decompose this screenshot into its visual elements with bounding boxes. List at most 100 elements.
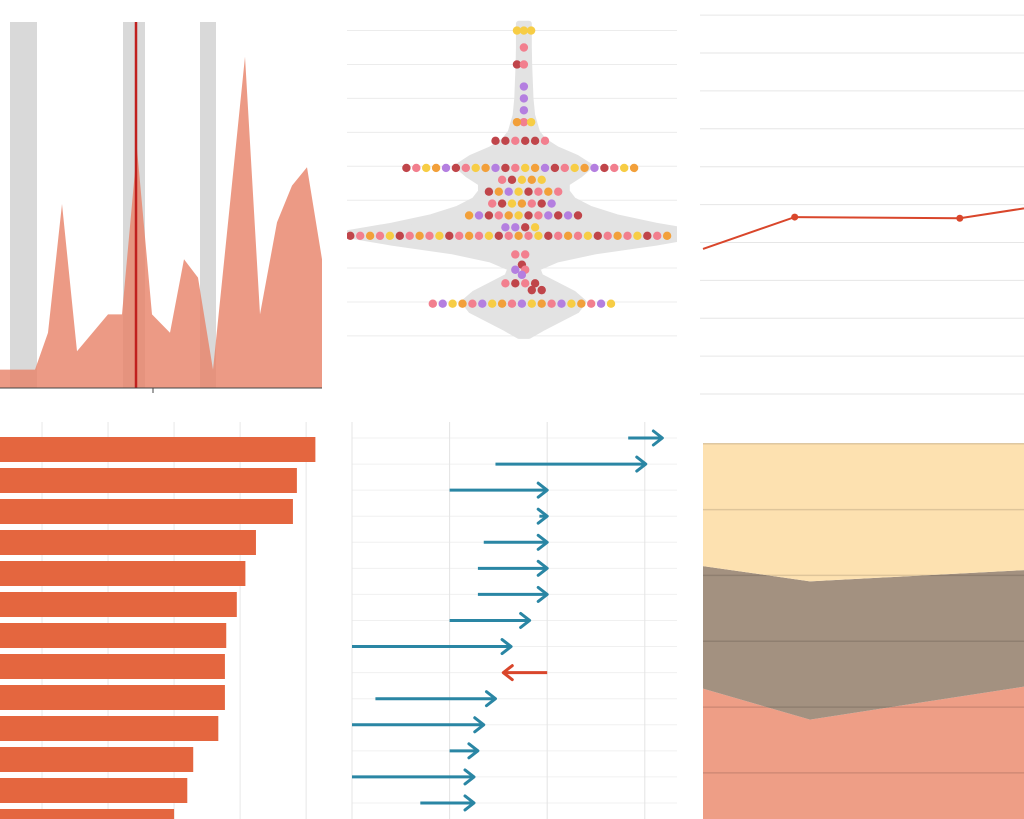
arrow-head [463, 768, 476, 786]
dot [519, 43, 529, 52]
band [200, 22, 216, 388]
chart-panel [703, 442, 1024, 819]
area-layer [703, 686, 1024, 819]
dot [507, 199, 517, 208]
bar [0, 778, 188, 803]
dot [643, 231, 652, 241]
dot [557, 299, 566, 308]
dot [554, 187, 563, 196]
dot [577, 299, 586, 308]
dot [600, 163, 609, 173]
bar [0, 685, 225, 710]
dot [526, 26, 536, 35]
arrow-head [651, 429, 664, 447]
bar [0, 561, 246, 586]
dot [511, 136, 520, 146]
dot [412, 163, 421, 173]
marker [956, 214, 964, 222]
dot [494, 211, 503, 220]
dot [519, 106, 529, 115]
dot [534, 187, 543, 196]
dot [511, 265, 520, 274]
dot [512, 60, 522, 69]
dot [540, 136, 550, 146]
dot [587, 299, 596, 308]
dot [455, 231, 464, 241]
dot [514, 231, 523, 241]
dot [425, 231, 434, 241]
bar [0, 716, 219, 741]
arrow-head [536, 481, 549, 499]
arrow-head [484, 690, 497, 708]
dot [633, 231, 642, 241]
dot [563, 211, 573, 220]
dot [580, 163, 589, 173]
dot [347, 231, 355, 241]
dot [428, 299, 437, 308]
dot [491, 136, 500, 146]
bar [0, 623, 227, 648]
dot [623, 231, 632, 241]
area-layer [703, 443, 1024, 582]
dot [512, 117, 522, 127]
dot [464, 211, 474, 220]
dot [560, 163, 569, 173]
dot [511, 163, 520, 173]
dot [530, 136, 540, 146]
dot [478, 299, 487, 308]
dot [438, 299, 447, 308]
dot [514, 187, 523, 196]
dot [365, 231, 375, 241]
dot [451, 163, 461, 173]
dot [511, 250, 520, 259]
dot [521, 136, 530, 146]
arrow-head [467, 742, 480, 760]
arrow-head [635, 455, 648, 473]
chart-panel [0, 22, 322, 393]
dot [613, 231, 622, 241]
bar [0, 499, 293, 524]
dot [519, 82, 529, 91]
dot [521, 223, 530, 232]
dot [610, 163, 619, 173]
dot [567, 299, 576, 308]
dot [497, 175, 507, 185]
dot [405, 231, 414, 241]
dot [527, 199, 536, 208]
dot [445, 231, 454, 241]
dot [491, 163, 500, 173]
dot [501, 163, 510, 173]
dot [375, 231, 385, 241]
dot [431, 163, 441, 173]
dot [517, 299, 527, 308]
chart-panel [351, 422, 677, 819]
dot [484, 231, 494, 241]
arrow-head [463, 794, 476, 812]
dot [494, 187, 503, 196]
dot [474, 211, 484, 220]
dot [583, 231, 593, 241]
dot [507, 175, 517, 185]
dot [570, 163, 579, 173]
dot [596, 299, 606, 308]
dot [488, 299, 497, 308]
chart-panel [700, 14, 1024, 395]
dot [534, 211, 543, 220]
dot [511, 223, 520, 232]
dot [537, 175, 546, 185]
dot [504, 231, 513, 241]
arrow-head [519, 611, 532, 629]
dot [554, 211, 563, 220]
dot [512, 26, 522, 35]
dot [590, 163, 599, 173]
dot [468, 299, 477, 308]
dot [547, 199, 556, 208]
dot [521, 163, 530, 173]
dot [547, 299, 556, 308]
dot [497, 199, 507, 208]
dot [573, 231, 583, 241]
dot [526, 117, 536, 127]
bar [0, 654, 225, 679]
dot [422, 163, 431, 173]
